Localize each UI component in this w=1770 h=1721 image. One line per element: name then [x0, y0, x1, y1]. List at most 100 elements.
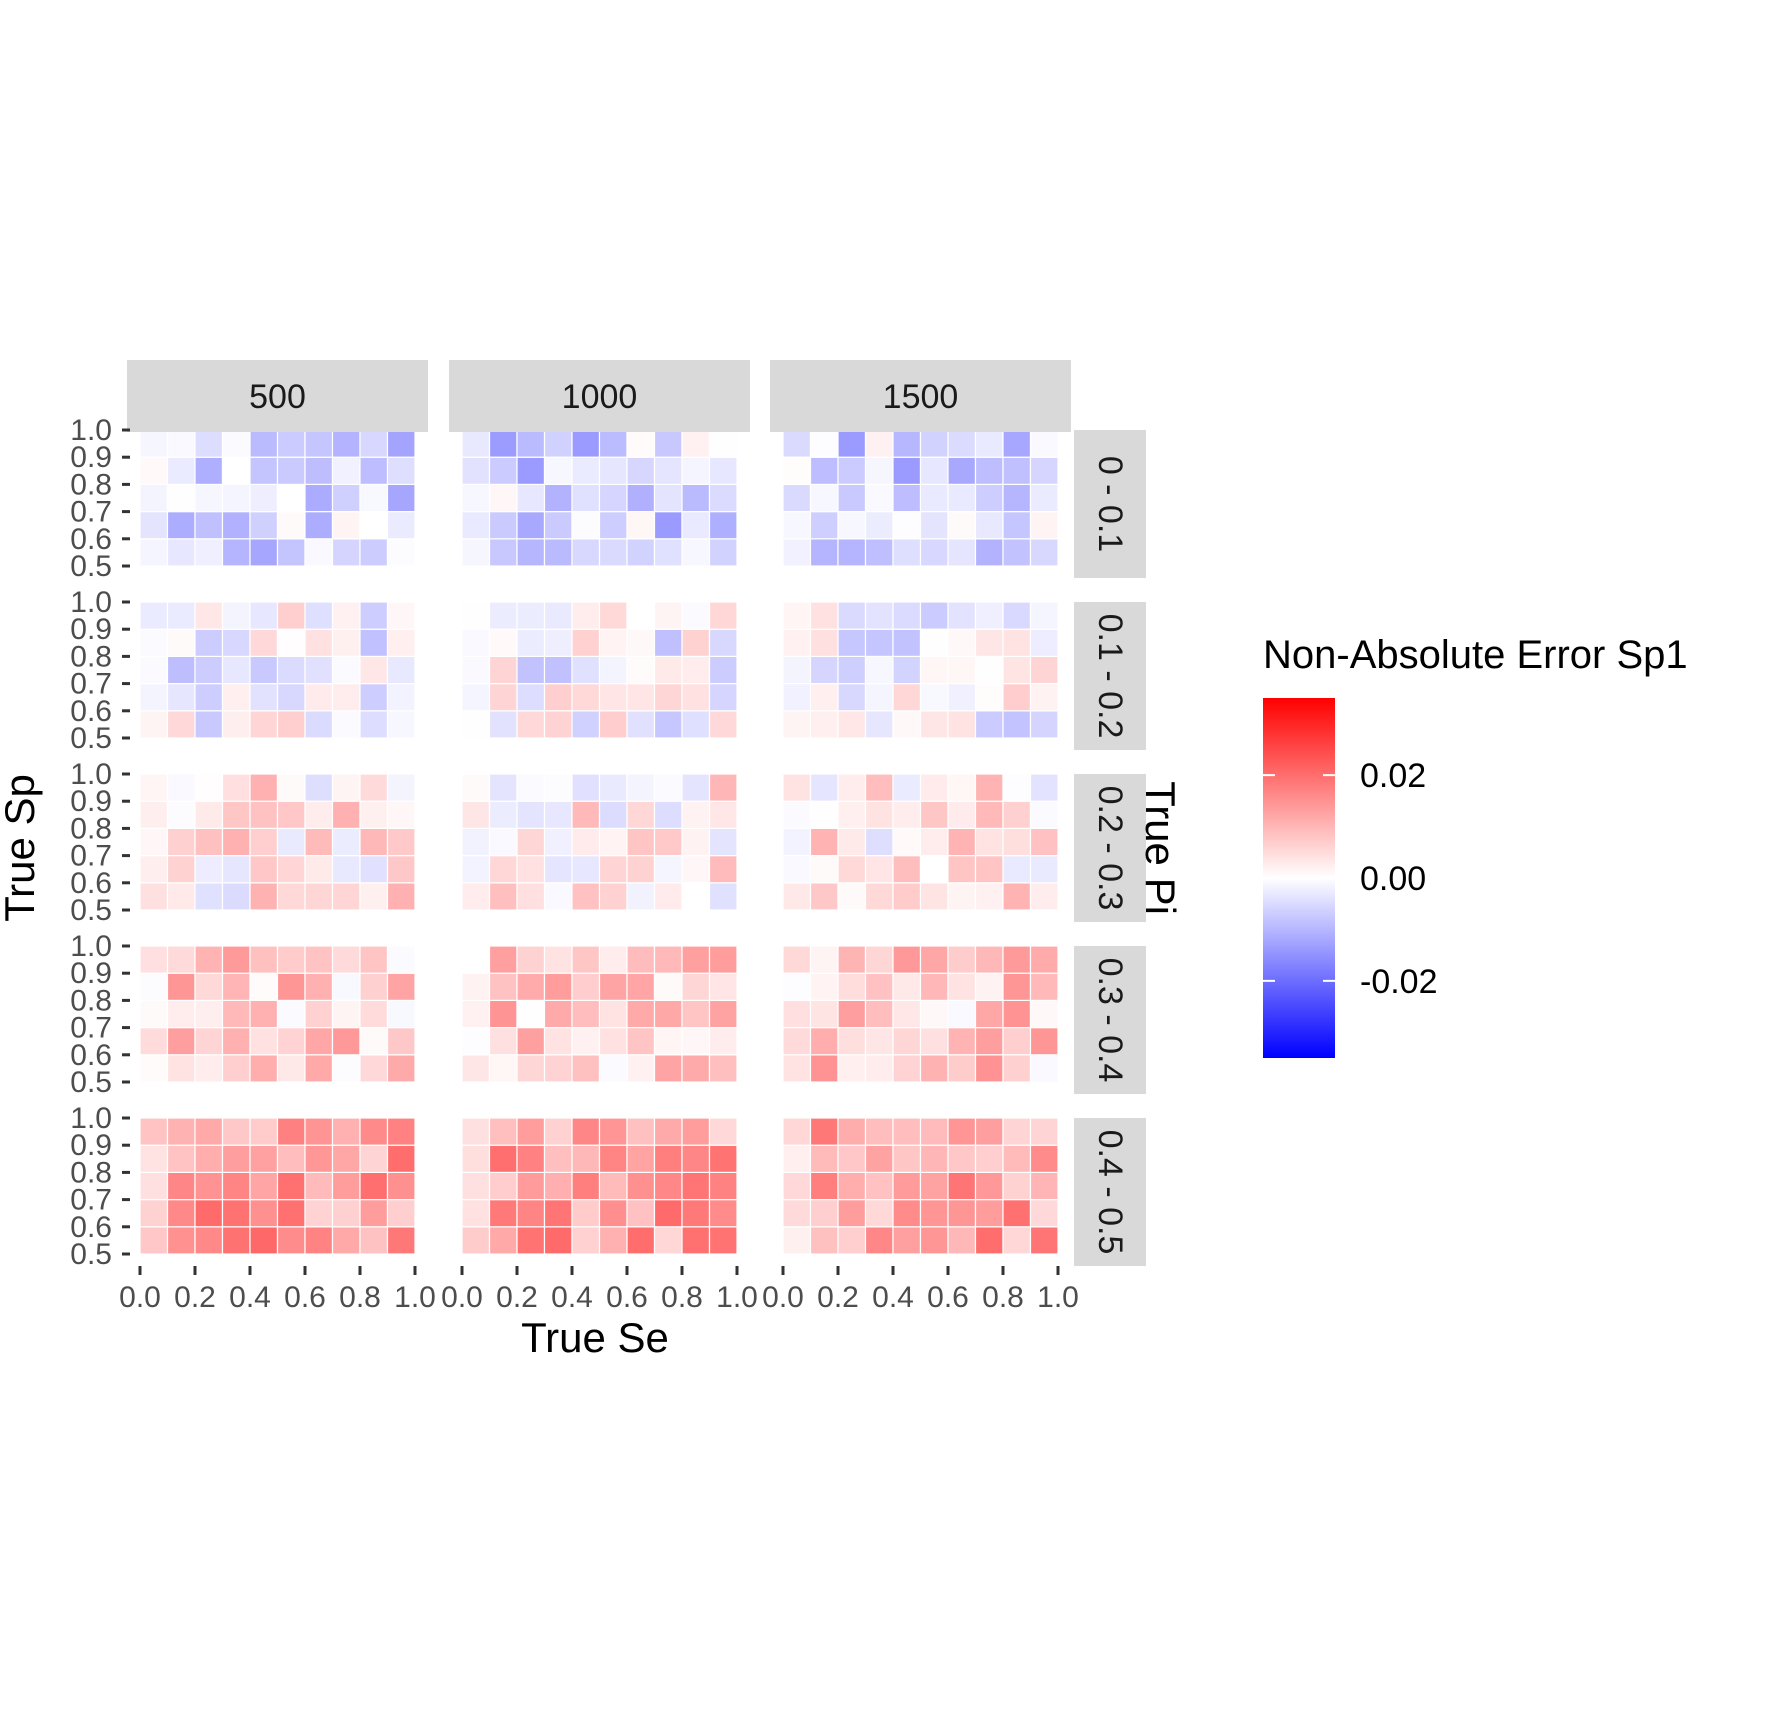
heatmap-cell	[516, 710, 546, 739]
heatmap-cell	[653, 882, 683, 911]
heatmap-cell	[782, 456, 812, 486]
heatmap-cell	[221, 773, 251, 802]
heatmap-cell	[1029, 854, 1059, 884]
heatmap-cell	[221, 999, 251, 1029]
heatmap-cell	[708, 800, 738, 830]
x-tick-label: 0.4	[551, 1281, 593, 1314]
heatmap-cell	[947, 429, 977, 458]
heatmap-cell	[892, 1226, 922, 1255]
heatmap-cell	[708, 538, 738, 567]
heatmap-cell	[359, 655, 389, 685]
heatmap-cell	[653, 945, 683, 974]
heatmap-cell	[681, 601, 711, 630]
x-tick-label: 0.8	[339, 1281, 381, 1314]
heatmap-cell	[919, 628, 949, 658]
heatmap-cell	[166, 854, 196, 884]
heatmap-cell	[598, 1054, 628, 1083]
heatmap-cell	[386, 456, 416, 486]
y-tick-label: 1.0	[70, 1102, 112, 1135]
heatmap-cell	[571, 882, 601, 911]
heatmap-cell	[809, 827, 839, 857]
heatmap-cell	[681, 710, 711, 739]
y-tick-label: 0.9	[70, 785, 112, 818]
heatmap-cell	[809, 773, 839, 802]
heatmap-cell	[249, 882, 279, 911]
heatmap-cell	[681, 773, 711, 802]
heatmap-cell	[681, 628, 711, 658]
heatmap-cell	[947, 483, 977, 513]
legend-title: Non-Absolute Error Sp1	[1263, 633, 1688, 677]
heatmap-cell	[304, 511, 334, 540]
heatmap-cell	[947, 773, 977, 802]
x-tick-label: 0.2	[174, 1281, 216, 1314]
heatmap-cell	[249, 1026, 279, 1056]
heatmap-cell	[837, 456, 867, 486]
facet-col-label: 1000	[562, 378, 638, 416]
heatmap-cell	[782, 483, 812, 513]
heatmap-cell	[1002, 882, 1032, 911]
legend-label: -0.02	[1360, 963, 1438, 1001]
heatmap-cell	[809, 882, 839, 911]
heatmap-cell	[892, 945, 922, 974]
facet-col-strip	[770, 360, 1071, 432]
heatmap-cell	[892, 601, 922, 630]
heatmap-cell	[947, 1198, 977, 1228]
heatmap-cell	[276, 1171, 306, 1201]
heatmap-cell	[571, 1171, 601, 1201]
heatmap-cell	[461, 1054, 491, 1083]
heatmap-cell	[139, 456, 169, 486]
heatmap-cell	[221, 1117, 251, 1146]
heatmap-cell	[488, 800, 518, 830]
heatmap-cell	[782, 827, 812, 857]
heatmap-cell	[864, 655, 894, 685]
heatmap-cell	[249, 1144, 279, 1173]
heatmap-cell	[571, 511, 601, 540]
heatmap-cell	[1002, 456, 1032, 486]
heatmap-cell	[166, 628, 196, 658]
heatmap-cell	[864, 854, 894, 884]
heatmap-cell	[626, 456, 656, 486]
heatmap-cell	[598, 710, 628, 739]
heatmap-cell	[1002, 1144, 1032, 1173]
heatmap-cell	[221, 429, 251, 458]
legend-label: 0.00	[1360, 860, 1426, 898]
heatmap-cell	[488, 601, 518, 630]
heatmap-cell	[1002, 945, 1032, 974]
heatmap-cell	[194, 1026, 224, 1056]
heatmap-cell	[892, 456, 922, 486]
y-tick-label: 0.8	[70, 468, 112, 501]
heatmap-cell	[892, 682, 922, 712]
heatmap-cell	[837, 538, 867, 567]
heatmap-cell	[166, 1144, 196, 1173]
heatmap-cell	[809, 601, 839, 630]
heatmap-cell	[304, 429, 334, 458]
heatmap-cell	[681, 827, 711, 857]
heatmap-cell	[461, 1026, 491, 1056]
heatmap-cell	[947, 972, 977, 1002]
heatmap-cell	[516, 945, 546, 974]
heatmap-cell	[598, 538, 628, 567]
heatmap-cell	[331, 945, 361, 974]
heatmap-cell	[653, 854, 683, 884]
facet-row-strip	[1074, 430, 1146, 578]
heatmap-cell	[947, 1144, 977, 1173]
heatmap-cell	[139, 882, 169, 911]
heatmap-cell	[304, 1171, 334, 1201]
heatmap-cell	[708, 827, 738, 857]
heatmap-cell	[488, 1026, 518, 1056]
heatmap-cell	[249, 773, 279, 802]
heatmap-cell	[516, 882, 546, 911]
heatmap-cell	[221, 682, 251, 712]
heatmap-cell	[653, 710, 683, 739]
heatmap-cell	[681, 1226, 711, 1255]
heatmap-cell	[864, 1144, 894, 1173]
heatmap-cell	[1029, 972, 1059, 1002]
heatmap-cell	[276, 773, 306, 802]
heatmap-cell	[974, 1144, 1004, 1173]
heatmap-cell	[1029, 628, 1059, 658]
heatmap-cell	[543, 999, 573, 1029]
heatmap-cell	[386, 628, 416, 658]
heatmap-cell	[276, 827, 306, 857]
heatmap-cell	[359, 800, 389, 830]
heatmap-cell	[653, 538, 683, 567]
